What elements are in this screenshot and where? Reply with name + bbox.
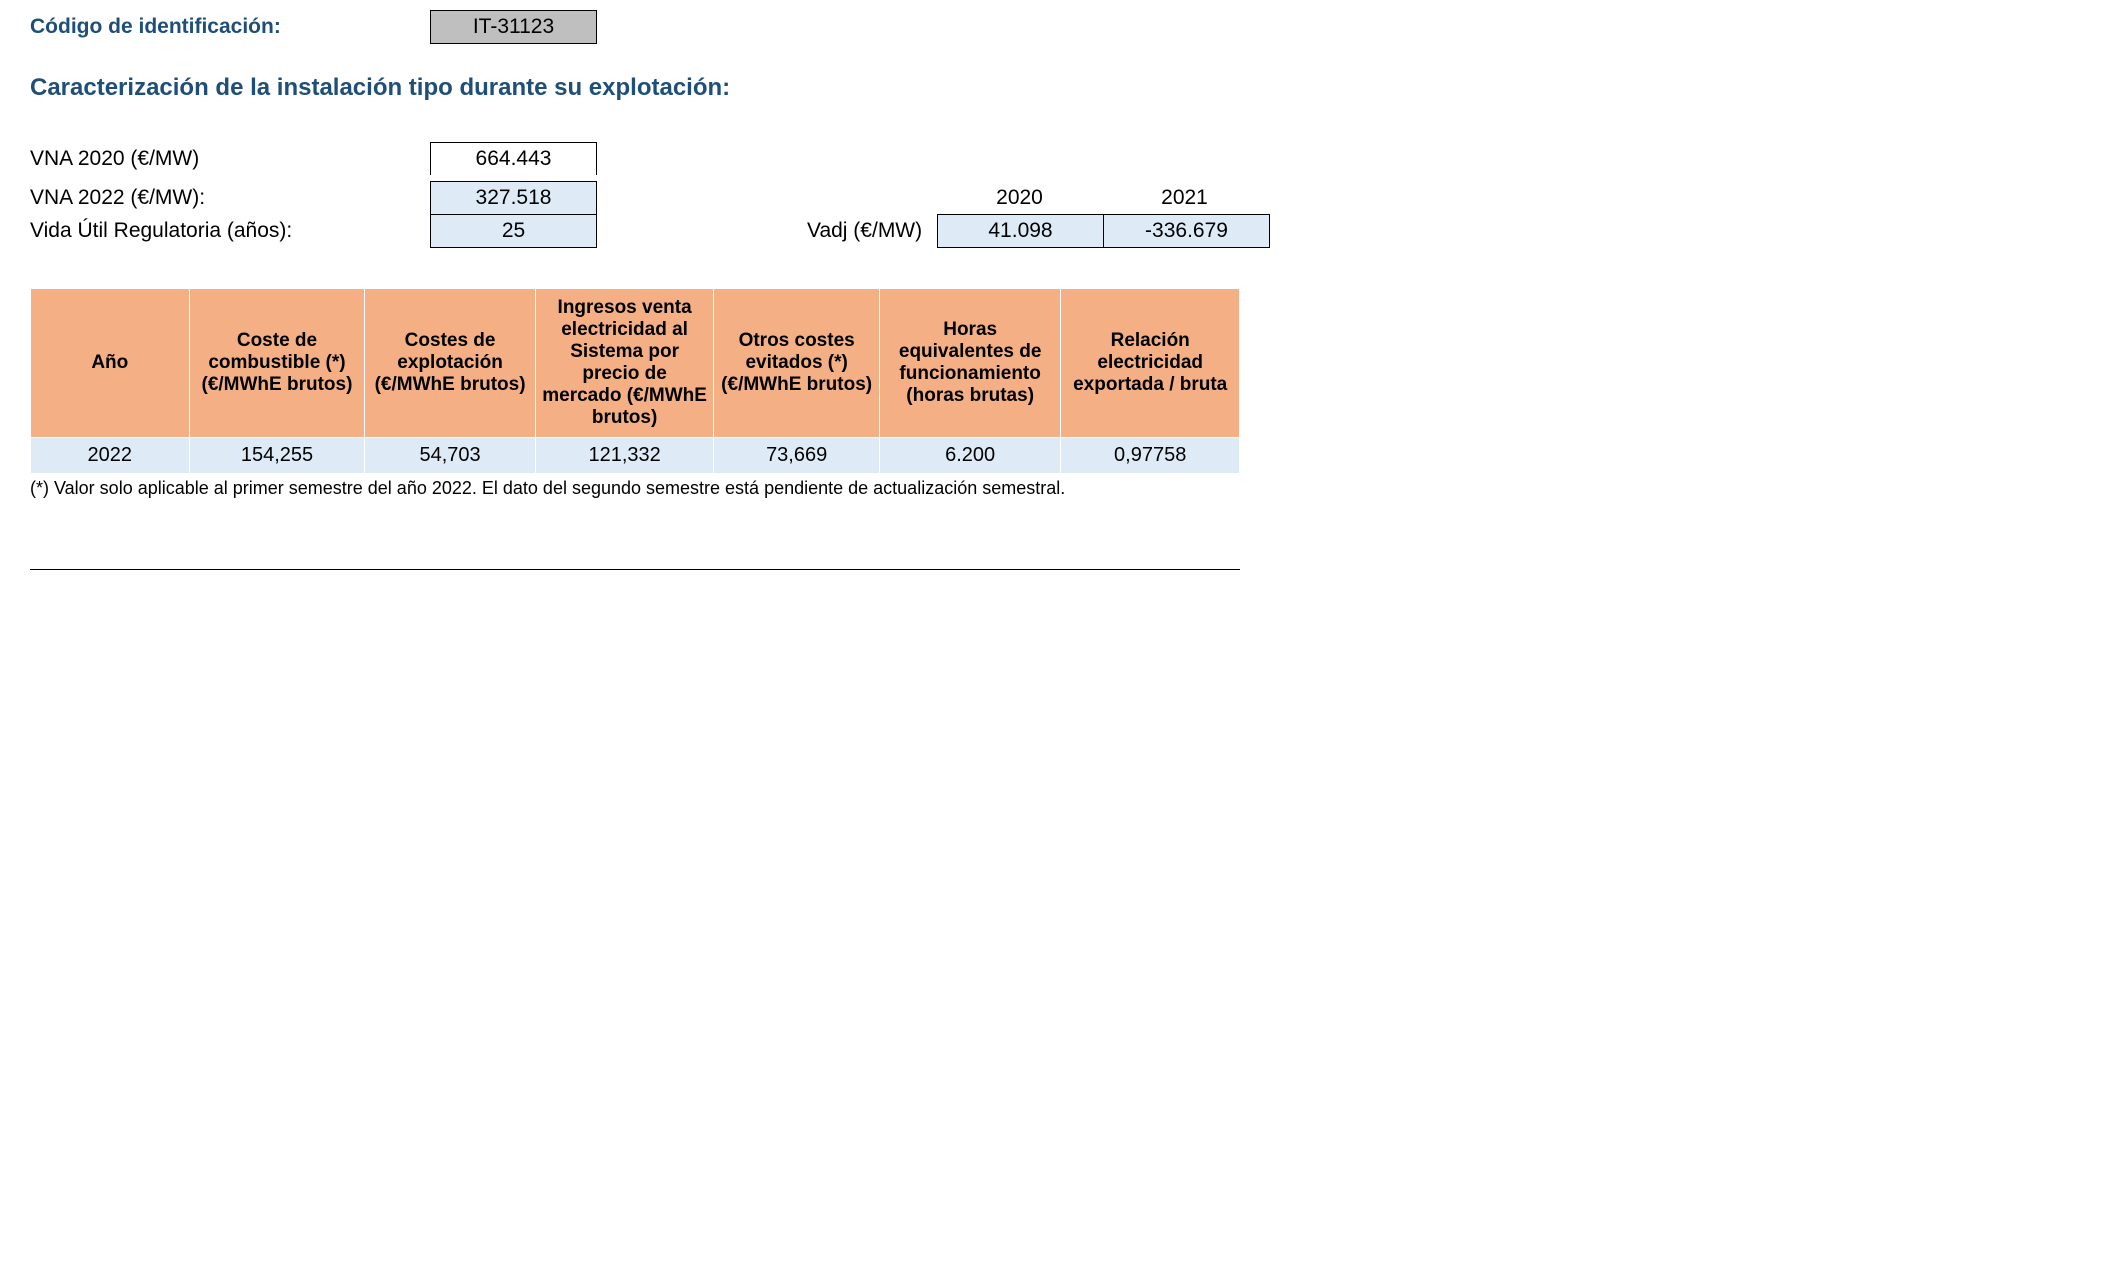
th-6: Relación electricidad exportada / bruta	[1061, 289, 1240, 438]
vadj-value-1: -336.679	[1103, 214, 1270, 248]
vna2022-value: 327.518	[430, 181, 597, 214]
footnote: (*) Valor solo aplicable al primer semes…	[30, 478, 2096, 499]
vna2020-row: VNA 2020 (€/MW) 664.443	[30, 142, 597, 175]
code-value-box: IT-31123	[430, 10, 597, 44]
params-block: VNA 2020 (€/MW) 664.443 VNA 2022 (€/MW):…	[30, 142, 2096, 248]
vadj-values: 41.098 -336.679	[937, 214, 1270, 248]
life-value: 25	[430, 214, 597, 248]
td-1: 154,255	[189, 438, 365, 474]
params-left: VNA 2020 (€/MW) 664.443 VNA 2022 (€/MW):…	[30, 142, 597, 248]
vadj-year-1: 2021	[1102, 182, 1267, 214]
vna2020-value: 664.443	[430, 142, 597, 175]
th-5: Horas equivalentes de funcionamiento (ho…	[879, 289, 1060, 438]
th-3: Ingresos venta electricidad al Sistema p…	[535, 289, 714, 438]
vna2020-label: VNA 2020 (€/MW)	[30, 147, 430, 171]
vadj-block: X 2020 2021 Vadj (€/MW) 41.098 -336.679	[807, 182, 1270, 248]
characterization-heading: Caracterización de la instalación tipo d…	[30, 74, 2096, 102]
th-4: Otros costes evitados (*) (€/MWhE brutos…	[714, 289, 880, 438]
td-2: 54,703	[365, 438, 535, 474]
th-0: Año	[31, 289, 190, 438]
life-label: Vida Útil Regulatoria (años):	[30, 219, 430, 243]
separator-line	[30, 569, 1240, 570]
vna2022-row: VNA 2022 (€/MW): 327.518	[30, 181, 597, 214]
vadj-value-0: 41.098	[937, 214, 1103, 248]
table-row: 2022 154,255 54,703 121,332 73,669 6.200…	[31, 438, 1240, 474]
td-5: 6.200	[879, 438, 1060, 474]
vadj-year-0: 2020	[937, 182, 1102, 214]
vna2022-label: VNA 2022 (€/MW):	[30, 186, 430, 210]
main-table: Año Coste de combustible (*) (€/MWhE bru…	[30, 288, 1240, 474]
code-row: Código de identificación: IT-31123	[30, 10, 2096, 44]
td-6: 0,97758	[1061, 438, 1240, 474]
td-4: 73,669	[714, 438, 880, 474]
life-row: Vida Útil Regulatoria (años): 25	[30, 214, 597, 248]
code-label: Código de identificación:	[30, 15, 430, 39]
vadj-year-headers: 2020 2021	[937, 182, 1267, 214]
table-header-row: Año Coste de combustible (*) (€/MWhE bru…	[31, 289, 1240, 438]
vadj-label: Vadj (€/MW)	[807, 215, 937, 247]
th-1: Coste de combustible (*) (€/MWhE brutos)	[189, 289, 365, 438]
th-2: Costes de explotación (€/MWhE brutos)	[365, 289, 535, 438]
td-0: 2022	[31, 438, 190, 474]
td-3: 121,332	[535, 438, 714, 474]
